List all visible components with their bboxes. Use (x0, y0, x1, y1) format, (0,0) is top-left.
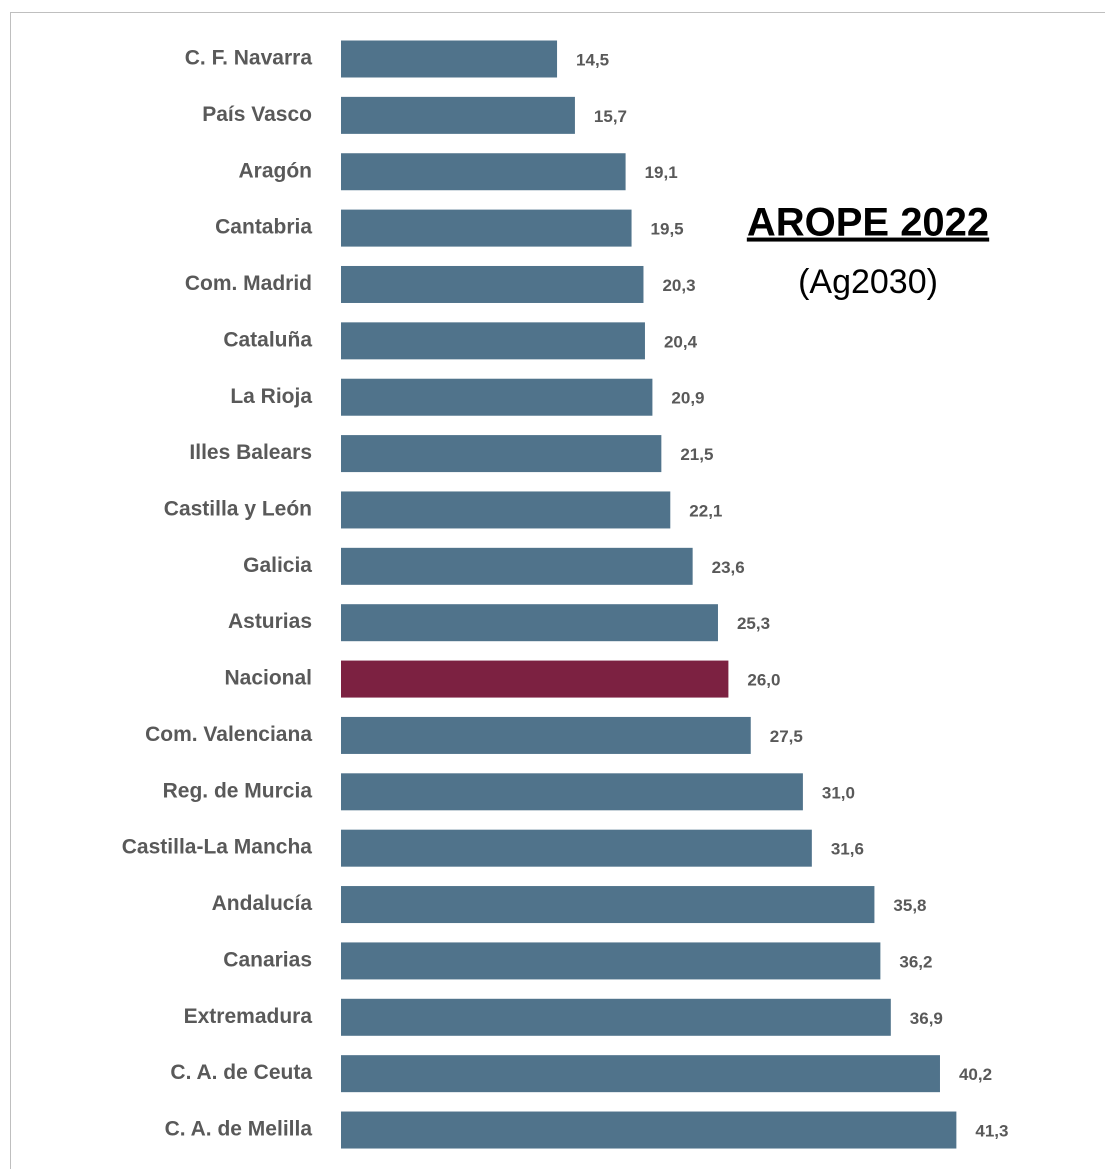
category-label: Cantabria (215, 216, 312, 239)
bar (341, 661, 728, 698)
value-label: 23,6 (712, 558, 745, 577)
category-label: C. F. Navarra (185, 47, 313, 70)
bar (341, 717, 751, 754)
category-label: Com. Madrid (185, 272, 312, 295)
bar (341, 491, 670, 528)
bar (341, 773, 803, 810)
bar (341, 548, 693, 585)
value-label: 36,9 (910, 1009, 943, 1028)
bar (341, 153, 626, 190)
bar (341, 266, 643, 303)
value-label: 14,5 (576, 50, 609, 69)
bar (341, 604, 718, 641)
value-label: 36,2 (899, 952, 932, 971)
category-label: Cataluña (223, 328, 312, 351)
category-label: Asturias (228, 610, 312, 633)
bar (341, 942, 880, 979)
value-label: 19,5 (651, 220, 684, 239)
value-label: 22,1 (689, 501, 722, 520)
value-label: 31,6 (831, 840, 864, 859)
category-label: Extremadura (184, 1005, 313, 1028)
value-label: 15,7 (594, 107, 627, 126)
value-label: 41,3 (975, 1122, 1008, 1141)
category-label: La Rioja (230, 385, 312, 408)
bar (341, 1055, 940, 1092)
value-label: 20,3 (662, 276, 695, 295)
bar (341, 41, 557, 78)
value-label: 20,4 (664, 332, 698, 351)
value-label: 31,0 (822, 783, 855, 802)
category-label: Castilla y León (164, 498, 312, 521)
value-label: 19,1 (645, 163, 678, 182)
bar (341, 379, 652, 416)
category-label: Com. Valenciana (145, 723, 312, 746)
category-label: Galicia (243, 554, 312, 577)
category-label: Castilla-La Mancha (122, 836, 313, 859)
category-label: Aragón (239, 159, 313, 182)
chart-title: AROPE 2022 (747, 201, 989, 245)
category-label: C. A. de Ceuta (170, 1061, 312, 1084)
category-label: Illes Balears (189, 441, 312, 464)
chart-subtitle: (Ag2030) (798, 263, 938, 301)
bar (341, 322, 645, 359)
value-label: 27,5 (770, 727, 803, 746)
value-label: 35,8 (893, 896, 926, 915)
bar (341, 886, 874, 923)
bar (341, 1112, 956, 1149)
value-label: 26,0 (747, 671, 780, 690)
value-label: 20,9 (671, 389, 704, 408)
category-label: Andalucía (212, 892, 313, 915)
category-label: Reg. de Murcia (163, 779, 313, 802)
value-label: 21,5 (680, 445, 713, 464)
bar (341, 97, 575, 134)
category-label: Nacional (224, 667, 312, 690)
category-label: País Vasco (202, 103, 312, 126)
category-label: Canarias (223, 948, 312, 971)
value-label: 40,2 (959, 1065, 992, 1084)
bar (341, 999, 891, 1036)
bar (341, 435, 661, 472)
bar (341, 210, 632, 247)
value-label: 25,3 (737, 614, 770, 633)
category-label: C. A. de Melilla (165, 1118, 313, 1141)
bar (341, 830, 812, 867)
